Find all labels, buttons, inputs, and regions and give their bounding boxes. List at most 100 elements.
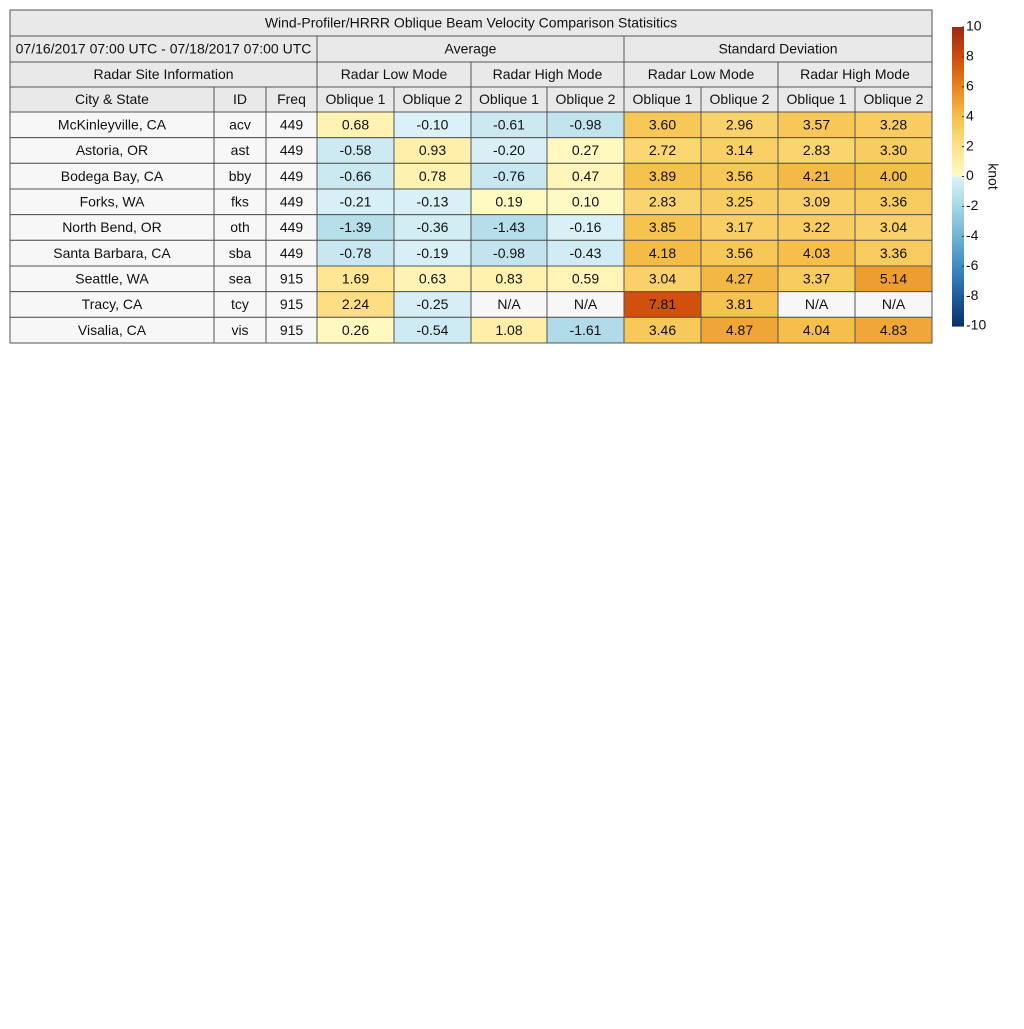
colorbar-tick-label: 0 [966,167,974,183]
colorbar-segment [952,266,964,269]
cell [9,265,215,293]
colorbar-segment [952,44,964,48]
column-header: ID [233,91,247,107]
colorbar-segment [952,106,964,110]
cell-text: -0.13 [417,194,449,210]
cell [213,111,267,139]
colorbar-segment [952,288,964,291]
colorbar-segment [952,98,964,102]
cell [9,162,215,190]
colorbar-segment [952,204,964,207]
cell-text: North Bend, OR [62,219,162,235]
cell [393,214,472,241]
cell [700,214,779,241]
colorbar-segment [952,72,964,76]
colorbar-segment [952,232,964,235]
colorbar-segment [952,312,964,315]
mode-header-cell [623,61,779,88]
colorbar-segment [952,42,964,46]
colorbar-segment [952,286,964,289]
cell-text: Santa Barbara, CA [53,245,171,261]
colorbar-segment [952,164,964,168]
cell [470,214,548,241]
cell-text: N/A [882,296,906,312]
cell-text: 0.93 [419,142,446,158]
cell-text: sba [229,245,252,261]
cell [546,111,625,139]
cell [854,111,933,139]
cell-text: -0.58 [340,142,372,158]
cell-text: 449 [280,168,304,184]
colorbar-segment [952,206,964,209]
cell [470,137,548,164]
site-info-header: Radar Site Information [93,66,233,82]
cell-text: 0.26 [342,322,369,338]
colorbar-segment [952,126,964,130]
colorbar-segment [952,318,964,321]
colorbar-segment [952,324,964,327]
colorbar-segment [952,258,964,261]
cell-text: -0.21 [340,194,372,210]
cell [213,316,267,344]
cell [546,239,625,267]
cell-text: 7.81 [649,296,676,312]
column-header-cell [9,86,215,113]
cell-text: 0.27 [572,142,599,158]
colorbar-segment [952,228,964,231]
column-header: Oblique 1 [326,91,386,107]
mode-header: Radar High Mode [493,66,603,82]
colorbar-tick-label: -6 [966,257,979,273]
cell-text: fks [231,194,249,210]
mode-header: Radar High Mode [800,66,910,82]
colorbar-segment [952,144,964,148]
colorbar-segment [952,160,964,164]
colorbar-segment [952,108,964,112]
colorbar-segment [952,276,964,279]
colorbar-segment [952,64,964,68]
colorbar-segment [952,218,964,221]
colorbar-segment [952,256,964,259]
colorbar-tick-label: 6 [966,78,974,94]
colorbar-tick-label: -10 [966,317,986,333]
cell-text: -0.10 [417,117,449,133]
cell-text: 4.00 [880,168,907,184]
colorbar-segment [952,122,964,126]
colorbar-segment [952,254,964,257]
cell-text: 3.04 [880,219,907,235]
cell-text: 4.03 [803,245,830,261]
colorbar-segment [952,138,964,142]
colorbar-segment [952,114,964,118]
column-header-cell [777,86,856,113]
colorbar-segment [952,70,964,74]
colorbar-tick-label: -2 [966,197,979,213]
colorbar-segment [952,134,964,138]
cell-text: N/A [805,296,829,312]
colorbar-segment [952,156,964,160]
cell-text: -0.19 [417,245,449,261]
cell-text: 0.10 [572,194,599,210]
cell-text: 915 [280,322,304,338]
colorbar-segment [952,316,964,319]
cell-text: 3.30 [880,142,907,158]
colorbar-segment [952,268,964,271]
cell-text: 3.37 [803,271,830,287]
cell-text: 0.63 [419,271,446,287]
cell-text: bby [229,168,252,184]
colorbar-segment [952,192,964,196]
colorbar-segment [952,30,964,34]
column-header-cell [265,86,318,113]
cell [265,162,318,190]
colorbar-segment [952,48,964,52]
cell-text: acv [229,117,251,133]
cell [623,162,702,190]
cell-text: 5.14 [880,271,907,287]
colorbar-segment [952,50,964,54]
colorbar-segment [952,240,964,243]
cell-text: Visalia, CA [78,322,147,338]
colorbar-segment [952,188,964,192]
cell-text: 3.89 [649,168,676,184]
cell [546,162,625,190]
table-title: Wind-Profiler/HRRR Oblique Beam Velocity… [265,15,677,31]
colorbar-segment [952,252,964,255]
